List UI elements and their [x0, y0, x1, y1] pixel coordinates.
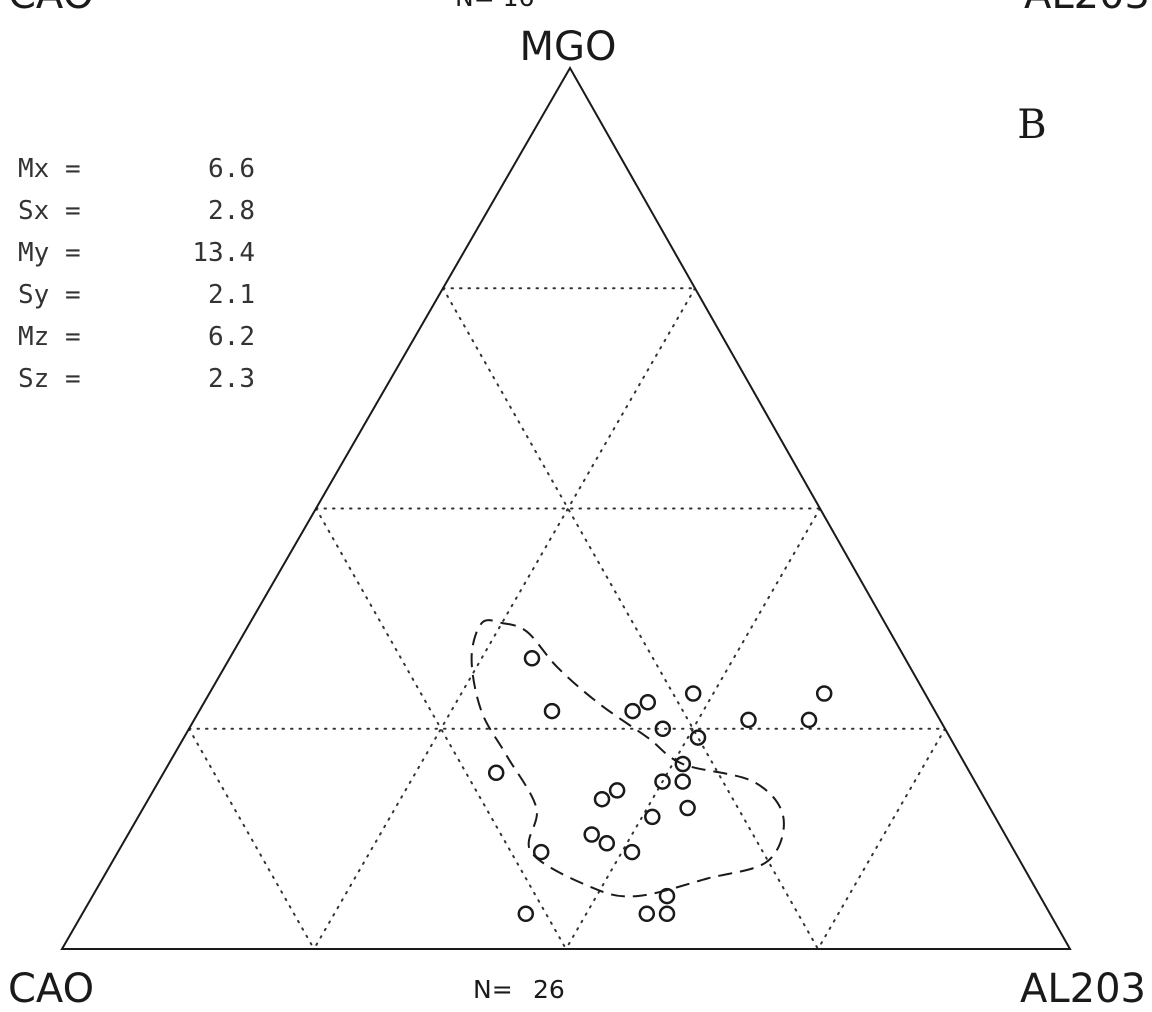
- stat-label: Mx =: [18, 154, 81, 184]
- data-point: [543, 702, 561, 720]
- grid-line: [565, 507, 821, 950]
- stat-label: Mz =: [18, 322, 81, 352]
- data-point: [674, 755, 692, 773]
- dashed-outline: [470, 619, 785, 898]
- stat-value: 2.8: [208, 196, 255, 226]
- data-point: [654, 773, 671, 790]
- data-point: [644, 808, 661, 826]
- data-points: [487, 650, 833, 923]
- data-point: [815, 685, 833, 702]
- stat-label: Sy =: [18, 280, 81, 310]
- stat-label: Sz =: [18, 364, 81, 394]
- data-point: [800, 711, 818, 729]
- stat-label: My =: [18, 238, 81, 268]
- data-point: [517, 905, 535, 923]
- data-point: [532, 843, 550, 861]
- n-label: N=: [473, 975, 513, 1004]
- grid-line: [188, 727, 315, 950]
- stat-value: 2.1: [208, 280, 255, 310]
- statistics-block: Mx = 6.6 Sx = 2.8 My = 13.4 Sy = 2.1 Mz = 6.2 Sz =…: [18, 154, 255, 394]
- data-point: [740, 711, 757, 729]
- grid-line: [313, 287, 696, 950]
- stat-value: 13.4: [192, 238, 255, 268]
- data-point: [639, 694, 657, 711]
- data-point: [608, 782, 626, 799]
- stat-value: 6.6: [208, 154, 255, 184]
- data-point: [623, 843, 641, 861]
- data-point: [487, 764, 505, 782]
- data-point: [689, 729, 707, 746]
- ternary-grid: [188, 287, 946, 950]
- data-point: [674, 773, 691, 790]
- data-point: [679, 799, 696, 817]
- panel-label: B: [1017, 102, 1046, 148]
- header-fragment-left: CAO: [8, 0, 94, 18]
- data-point: [523, 650, 541, 667]
- data-point: [658, 887, 676, 905]
- data-point: [624, 702, 641, 720]
- data-point: [684, 685, 702, 702]
- stat-label: Sx =: [18, 196, 81, 226]
- vertex-label-top: MGO: [520, 24, 617, 70]
- n-value: 26: [533, 975, 565, 1004]
- data-point: [638, 905, 656, 923]
- vertex-label-right: AL203: [1020, 966, 1146, 1012]
- stat-value: 6.2: [208, 322, 255, 352]
- data-point: [658, 905, 676, 923]
- grid-line: [442, 287, 819, 950]
- header-fragment-center: N= 16: [455, 0, 534, 12]
- stat-value: 2.3: [208, 364, 255, 394]
- data-point: [654, 720, 672, 738]
- grid-line: [315, 507, 567, 950]
- header-fragment-right: AL203: [1024, 0, 1150, 18]
- data-point: [598, 835, 616, 852]
- data-point: [583, 826, 600, 843]
- grid-line: [817, 727, 946, 950]
- vertex-label-left: CAO: [8, 966, 94, 1012]
- ternary-frame: [60, 65, 1072, 950]
- data-point: [593, 790, 611, 808]
